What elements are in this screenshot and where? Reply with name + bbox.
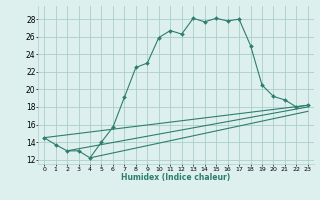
X-axis label: Humidex (Indice chaleur): Humidex (Indice chaleur) — [121, 173, 231, 182]
